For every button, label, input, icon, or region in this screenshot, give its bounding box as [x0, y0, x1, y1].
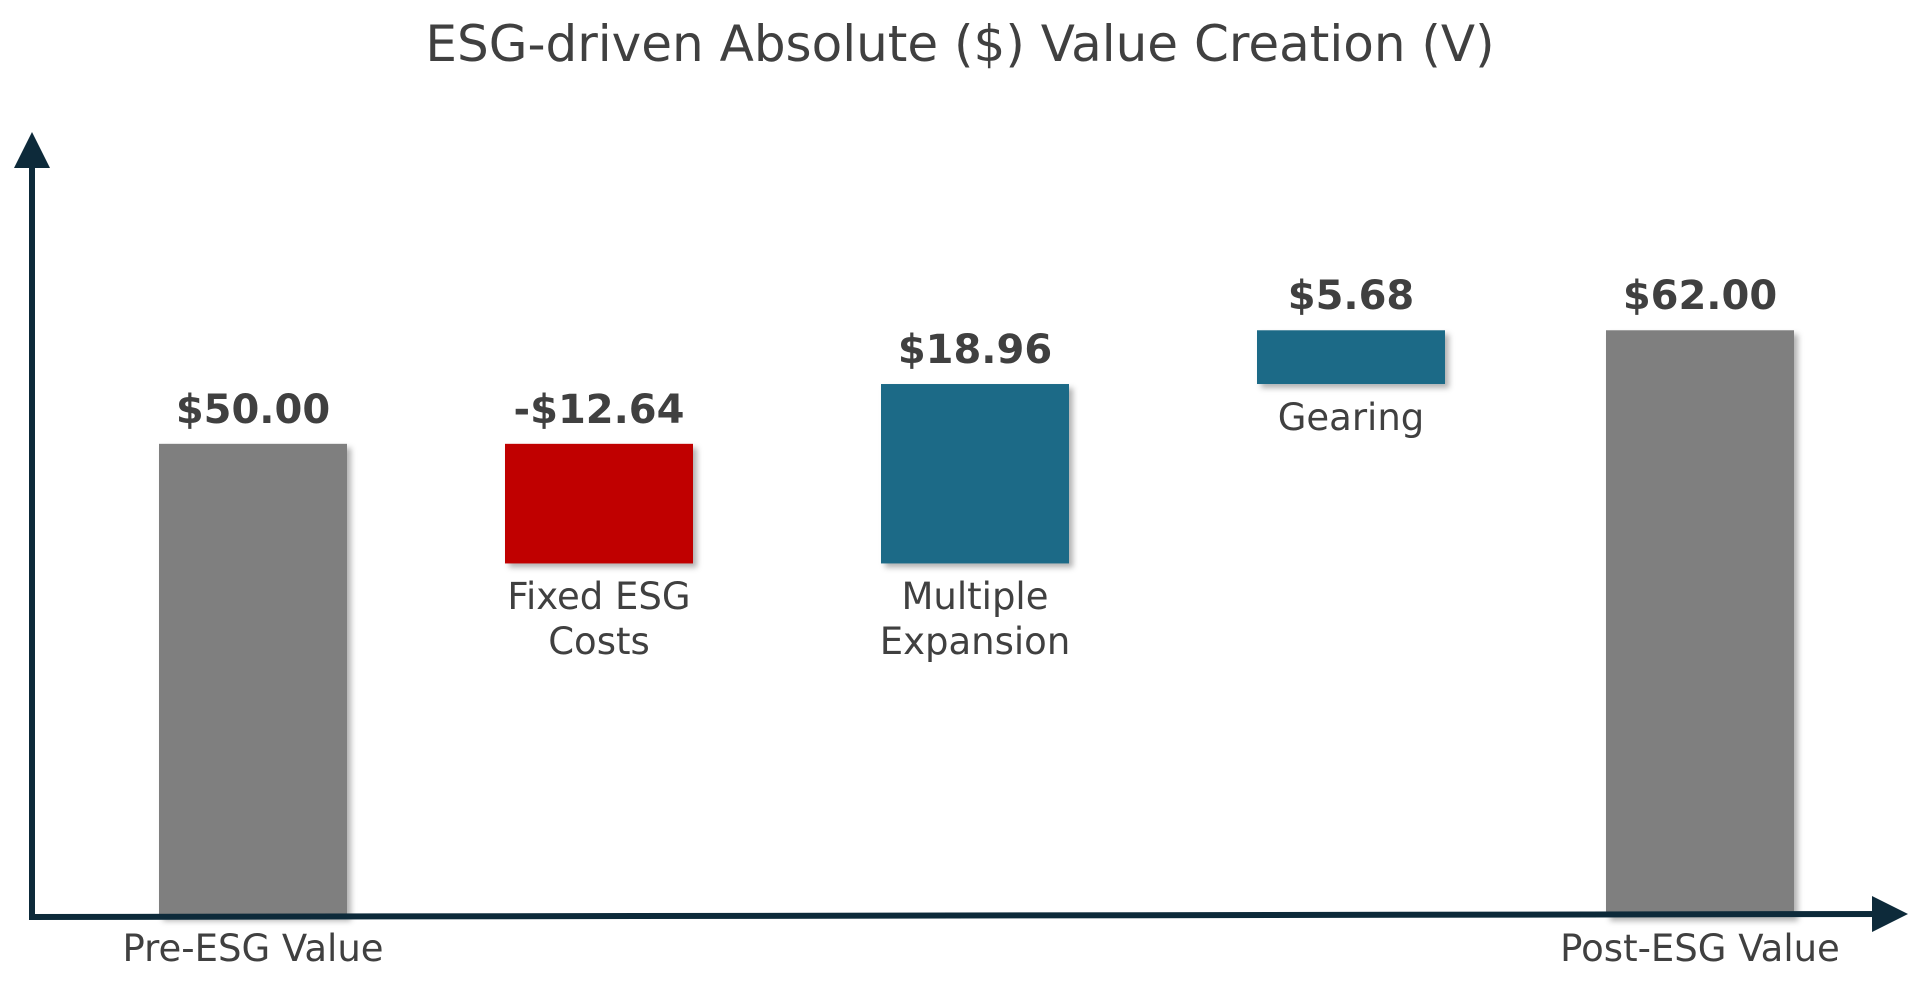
bar	[1606, 330, 1794, 917]
bar	[1257, 330, 1445, 385]
bar	[505, 443, 693, 564]
chart-title: ESG-driven Absolute ($) Value Creation (…	[425, 15, 1495, 73]
bar	[159, 443, 347, 917]
value-label: -$12.64	[513, 386, 685, 433]
value-label: $62.00	[1622, 273, 1778, 320]
category-label: Multiple Expansion	[879, 575, 1071, 663]
category-label: Post-ESG Value	[1560, 927, 1840, 970]
bar	[881, 384, 1069, 564]
category-label: Fixed ESG Costs	[507, 575, 691, 663]
value-label: $18.96	[897, 327, 1053, 374]
x-axis	[28, 896, 1908, 933]
category-label: Gearing	[1277, 396, 1425, 440]
value-label: $50.00	[175, 386, 331, 433]
value-label: $5.68	[1287, 273, 1415, 320]
category-label: Pre-ESG Value	[122, 927, 384, 970]
